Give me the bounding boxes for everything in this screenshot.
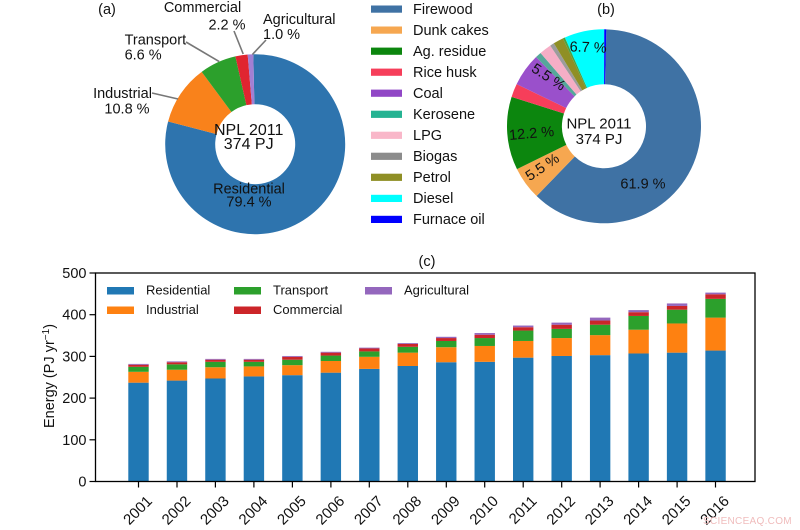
svg-text:Ag. residue: Ag. residue (413, 44, 486, 60)
svg-text:(a): (a) (98, 2, 116, 18)
svg-text:61.9 %: 61.9 % (620, 177, 665, 193)
svg-text:6.7 %: 6.7 % (569, 39, 607, 56)
svg-text:Biogas: Biogas (413, 149, 457, 165)
svg-text:2007: 2007 (351, 493, 387, 529)
svg-text:Transport: Transport (125, 33, 187, 49)
svg-text:6.6 %: 6.6 % (125, 48, 162, 64)
svg-text:Kerosene: Kerosene (413, 107, 475, 123)
svg-text:374 PJ: 374 PJ (224, 136, 274, 153)
svg-text:2006: 2006 (313, 493, 349, 529)
svg-text:2009: 2009 (428, 493, 464, 529)
svg-text:Petrol: Petrol (413, 170, 451, 186)
svg-text:0: 0 (78, 475, 86, 491)
svg-text:2001: 2001 (120, 493, 156, 529)
svg-text:Coal: Coal (413, 86, 443, 102)
svg-text:Industrial: Industrial (146, 302, 199, 317)
svg-text:500: 500 (62, 266, 86, 282)
svg-text:2.2 %: 2.2 % (208, 18, 245, 34)
svg-text:79.4 %: 79.4 % (226, 195, 271, 211)
svg-text:Dunk cakes: Dunk cakes (413, 23, 489, 39)
svg-text:10.8 %: 10.8 % (104, 102, 149, 118)
svg-text:200: 200 (62, 391, 86, 407)
svg-text:Transport: Transport (273, 282, 329, 297)
svg-text:2013: 2013 (582, 493, 618, 529)
svg-text:Industrial: Industrial (93, 86, 152, 102)
svg-text:NPL 2011: NPL 2011 (214, 122, 283, 139)
svg-text:2010: 2010 (466, 493, 502, 529)
svg-text:Energy (PJ yr−1): Energy (PJ yr−1) (41, 324, 58, 428)
svg-text:2004: 2004 (236, 493, 272, 529)
svg-text:Residential: Residential (146, 282, 210, 297)
svg-text:Agricultural: Agricultural (263, 12, 336, 28)
svg-text:2012: 2012 (543, 493, 579, 529)
svg-text:2002: 2002 (159, 493, 195, 529)
svg-text:(b): (b) (597, 2, 615, 18)
svg-text:Rice husk: Rice husk (413, 65, 477, 81)
svg-text:1.0 %: 1.0 % (263, 27, 300, 43)
svg-text:Agricultural: Agricultural (404, 282, 469, 297)
svg-text:2015: 2015 (659, 493, 695, 529)
svg-text:2014: 2014 (620, 493, 656, 529)
svg-text:2003: 2003 (197, 493, 233, 529)
svg-text:400: 400 (62, 308, 86, 324)
svg-text:Commercial: Commercial (273, 302, 342, 317)
svg-text:Firewood: Firewood (413, 2, 473, 18)
svg-text:Commercial: Commercial (164, 0, 241, 16)
svg-text:SCIENCEAQ.COM: SCIENCEAQ.COM (703, 516, 792, 527)
svg-text:(c): (c) (419, 254, 436, 270)
svg-text:Furnace oil: Furnace oil (413, 212, 485, 228)
svg-text:12.2 %: 12.2 % (508, 124, 554, 144)
svg-text:374 PJ: 374 PJ (576, 131, 623, 148)
svg-text:Residential: Residential (213, 182, 285, 198)
svg-text:2005: 2005 (274, 493, 310, 529)
svg-text:2011: 2011 (506, 493, 541, 528)
svg-text:Diesel: Diesel (413, 191, 453, 207)
svg-text:LPG: LPG (413, 128, 442, 144)
svg-text:100: 100 (62, 433, 86, 449)
svg-text:300: 300 (62, 349, 86, 365)
svg-text:2008: 2008 (390, 493, 426, 529)
svg-text:NPL 2011: NPL 2011 (566, 115, 631, 132)
